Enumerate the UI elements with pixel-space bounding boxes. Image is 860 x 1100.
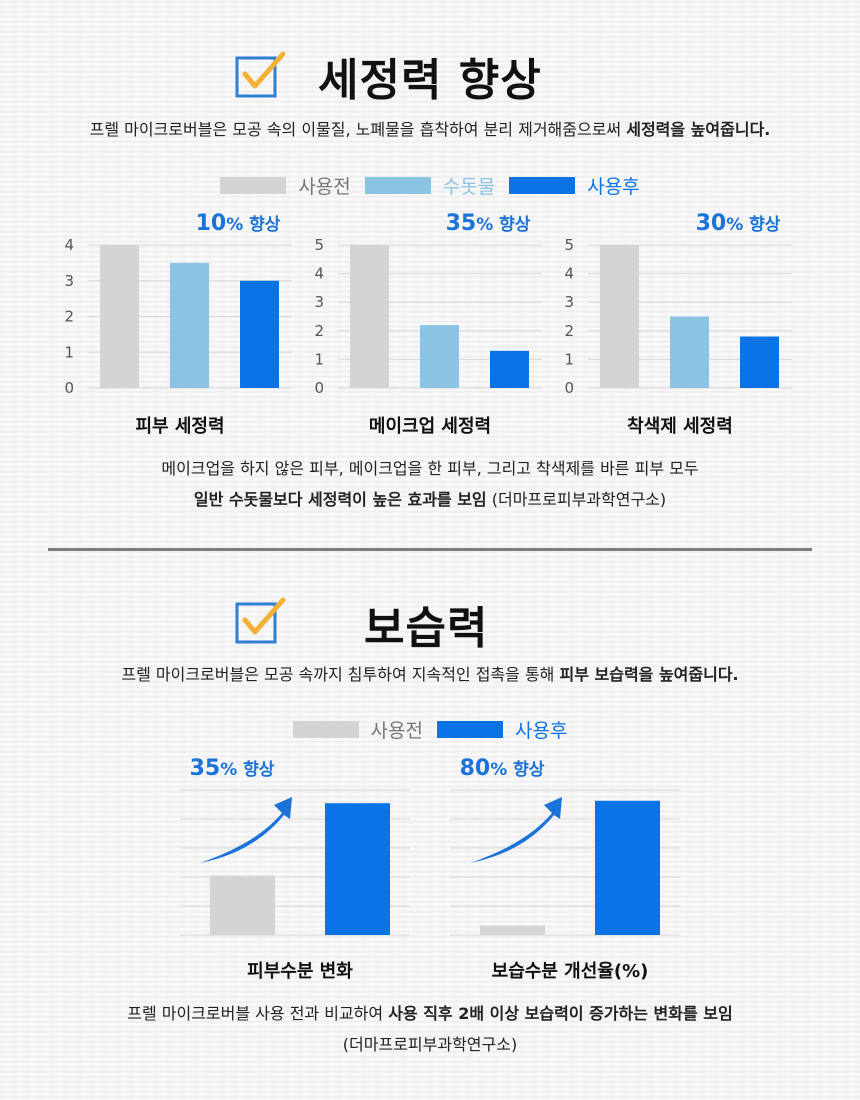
legend-item-before: 사용전 <box>292 716 423 743</box>
note-line: 프렐 마이크로버블 사용 전과 비교하여 <box>127 1004 389 1023</box>
legend: 사용전 사용후 <box>0 716 860 743</box>
bar-사용후 <box>240 280 279 388</box>
check-box-icon <box>235 51 286 98</box>
legend-swatch-after <box>437 721 503 738</box>
note-line: 메이크업을 하지 않은 피부, 메이크업을 한 피부, 그리고 착색제를 바른 … <box>161 459 699 478</box>
note-source: (더마프로피부과학연구소) <box>486 490 667 509</box>
legend-label-tap: 수돗물 <box>442 176 496 198</box>
improvement-label: 35% 향상 <box>190 756 275 781</box>
section-description: 프렐 마이크로버블은 모공 속까지 침투하여 지속적인 접촉을 통해 피부 보습… <box>0 661 860 685</box>
legend-item-after: 사용후 <box>509 172 640 199</box>
legend-label-after: 사용후 <box>587 176 640 198</box>
bar-사용후 <box>740 336 779 388</box>
chart-title: 보습수분 개선율(%) <box>491 961 649 982</box>
legend-swatch-after <box>509 177 576 194</box>
note-source: (더마프로피부과학연구소) <box>342 1035 518 1054</box>
y-tick-label: 2 <box>564 322 574 340</box>
chart-title: 피부 세정력 <box>135 416 225 437</box>
y-tick-label: 2 <box>314 322 324 340</box>
chart-colorant-cleansing: 0 1 2 3 4 5 30% 향상 <box>564 211 792 397</box>
bar-사용전 <box>210 875 275 935</box>
y-tick-label: 3 <box>64 272 74 290</box>
improvement-label: 35% 향상 <box>446 211 531 236</box>
chart-skin-cleansing: 0 1 2 3 4 10% 향상 <box>64 211 292 397</box>
y-tick-label: 5 <box>314 236 324 254</box>
y-tick-label: 1 <box>314 350 324 368</box>
legend: 사용전 수돗물 사용후 <box>0 172 860 199</box>
chart-skin-moisture: 35% 향상 <box>180 756 410 936</box>
y-tick-label: 3 <box>564 293 574 311</box>
y-tick-label: 4 <box>564 265 574 283</box>
legend-label-after: 사용후 <box>515 720 568 742</box>
y-tick-label: 0 <box>564 379 574 397</box>
check-box-icon <box>235 597 286 644</box>
legend-label-before: 사용전 <box>298 176 351 198</box>
bar-사용전 <box>350 245 389 388</box>
legend-swatch-before <box>220 177 287 194</box>
improvement-label: 80% 향상 <box>460 756 545 781</box>
page-title: 세정력 향상 <box>318 55 542 106</box>
description-emphasis: 세정력을 높여줍니다. <box>626 120 771 139</box>
bar-수돗물 <box>670 316 709 388</box>
result-note: 메이크업을 하지 않은 피부, 메이크업을 한 피부, 그리고 착색제를 바른 … <box>0 455 860 510</box>
description-emphasis: 피부 보습력을 높여줍니다. <box>559 665 739 684</box>
description-text: 프렐 마이크로버블은 모공 속의 이물질, 노폐물을 흡착하여 분리 제거해줌으… <box>89 120 627 139</box>
note-emphasis: 사용 직후 2배 이상 보습력이 증가하는 변화를 보임 <box>388 1004 733 1023</box>
bar-수돗물 <box>420 325 459 388</box>
bar-사용전 <box>600 245 639 388</box>
legend-swatch-before <box>292 721 359 738</box>
y-tick-label: 2 <box>64 308 74 326</box>
chart-title: 메이크업 세정력 <box>368 416 492 437</box>
section-description: 프렐 마이크로버블은 모공 속의 이물질, 노폐물을 흡착하여 분리 제거해줌으… <box>0 116 860 140</box>
y-tick-label: 3 <box>314 293 324 311</box>
bar-사용후 <box>595 800 660 935</box>
result-note: 프렐 마이크로버블 사용 전과 비교하여 사용 직후 2배 이상 보습력이 증가… <box>0 1000 860 1055</box>
chart-title: 착색제 세정력 <box>627 416 733 437</box>
chart-moisture-improvement: 80% 향상 <box>450 756 680 936</box>
chart-title: 피부수분 변화 <box>247 961 353 982</box>
bar-사용후 <box>325 803 390 935</box>
legend-item-tap: 수돗물 <box>364 172 496 199</box>
bar-사용후 <box>490 350 529 388</box>
chart-makeup-cleansing: 0 1 2 3 4 5 35% 향상 <box>314 211 542 397</box>
y-tick-label: 1 <box>64 343 74 361</box>
note-emphasis: 일반 수돗물보다 세정력이 높은 효과를 보임 <box>193 490 487 509</box>
legend-item-after: 사용후 <box>437 716 567 743</box>
legend-swatch-tap <box>364 177 431 194</box>
section-title: 보습력 <box>364 603 489 654</box>
y-tick-label: 4 <box>314 265 324 283</box>
y-tick-label: 0 <box>64 379 74 397</box>
y-tick-label: 4 <box>64 236 74 254</box>
y-tick-label: 0 <box>314 379 324 397</box>
improvement-label: 30% 향상 <box>696 211 781 236</box>
growth-arrow-icon <box>470 797 562 863</box>
legend-label-before: 사용전 <box>370 720 423 742</box>
bar-수돗물 <box>170 262 209 388</box>
growth-arrow-icon <box>200 797 292 863</box>
bar-사용전 <box>100 245 139 388</box>
y-tick-label: 1 <box>564 350 574 368</box>
y-tick-label: 5 <box>564 236 574 254</box>
section-divider <box>48 548 812 551</box>
improvement-label: 10% 향상 <box>196 211 281 236</box>
legend-item-before: 사용전 <box>220 172 351 199</box>
bar-사용전 <box>480 925 545 935</box>
description-text: 프렐 마이크로버블은 모공 속까지 침투하여 지속적인 접촉을 통해 <box>121 665 560 684</box>
